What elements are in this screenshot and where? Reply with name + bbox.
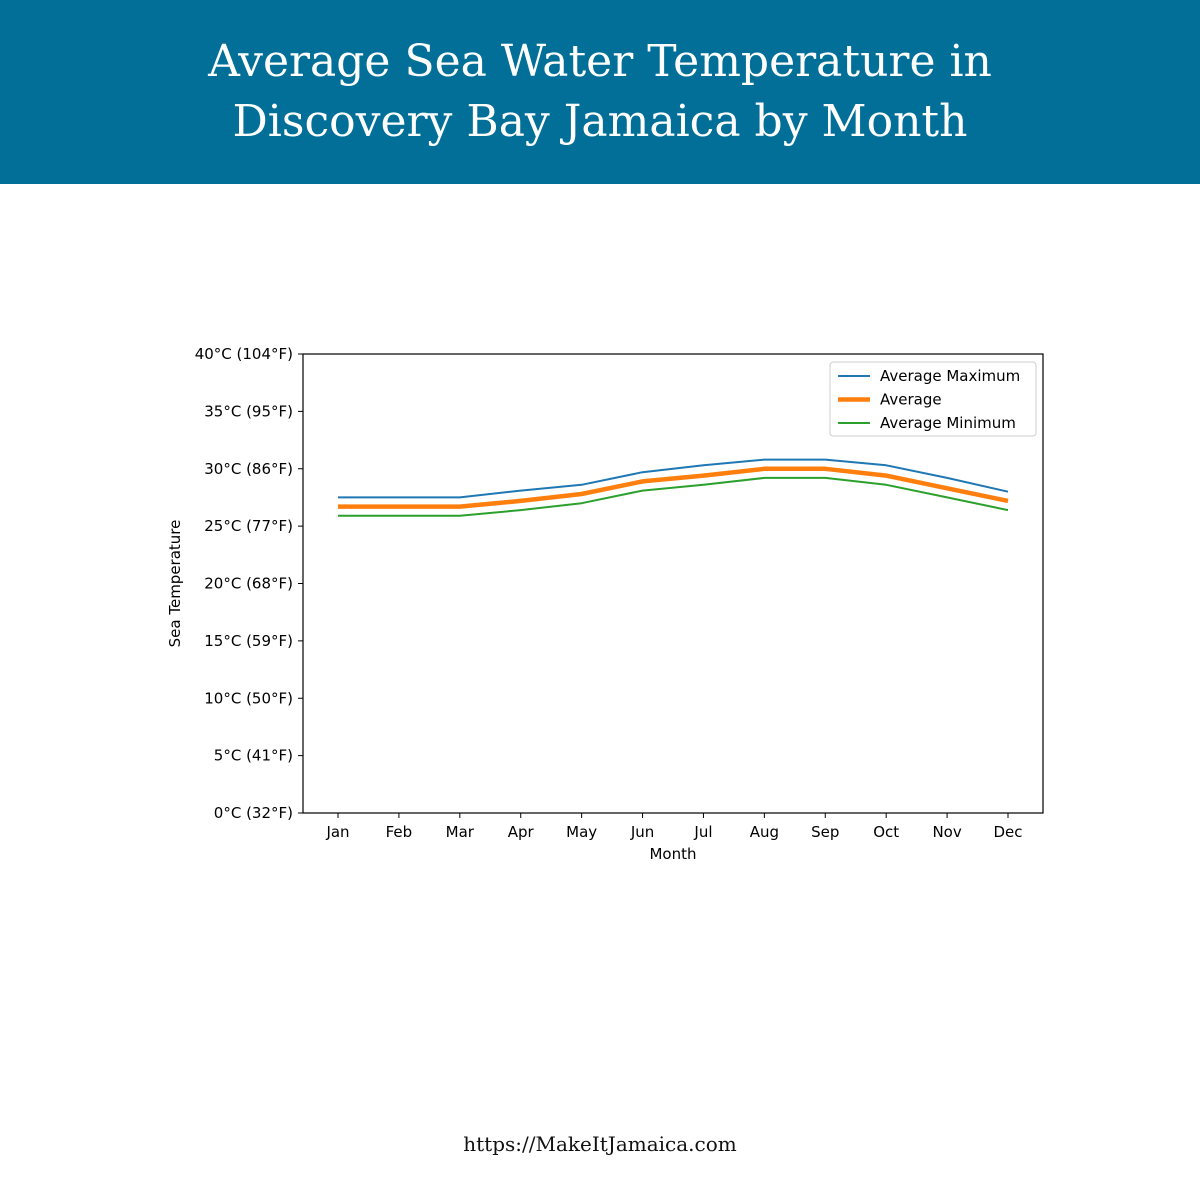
header-banner: Average Sea Water Temperature in Discove… (0, 0, 1200, 184)
legend-entry: Average Minimum (880, 414, 1016, 432)
legend-box (829, 361, 1037, 437)
y-axis-label: Sea Temperature (166, 520, 184, 648)
x-tick-label: Jun (630, 823, 654, 841)
x-axis-label: Month (649, 845, 696, 863)
y-tick-label: 20°C (68°F) (204, 575, 293, 593)
y-tick-label: 30°C (86°F) (204, 460, 293, 478)
y-tick-label: 40°C (104°F) (195, 345, 293, 363)
chart-container: 0°C (32°F) 5°C (41°F) 10°C (50°F) 15°C (59°… (150, 320, 1070, 880)
y-tick-label: 35°C (95°F) (204, 402, 293, 420)
x-tick-label: Jan (325, 823, 349, 841)
legend-entry: Average (880, 391, 942, 409)
x-tick-label: Apr (508, 823, 535, 841)
series-line-average-maximum (338, 458, 1009, 499)
x-tick-label: May (566, 823, 597, 841)
y-tick-label: 10°C (50°F) (204, 689, 293, 707)
temperature-line-chart: 0°C (32°F) 5°C (41°F) 10°C (50°F) 15°C (59°… (166, 345, 1044, 863)
x-tick-label: Nov (932, 823, 961, 841)
legend-entry: Average Maximum (880, 367, 1020, 385)
x-tick-label: Sep (811, 823, 839, 841)
series-line-average (338, 466, 1009, 509)
x-tick-label: Feb (386, 823, 413, 841)
series-line-average-minimum (338, 476, 1009, 517)
y-tick-label: 0°C (32°F) (214, 804, 293, 822)
y-tick-label: 5°C (41°F) (214, 747, 293, 765)
x-tick-label: Oct (873, 823, 899, 841)
y-tick-label: 25°C (77°F) (204, 517, 293, 535)
x-tick-label: Dec (993, 823, 1022, 841)
x-tick-label: Jul (693, 823, 712, 841)
y-tick-label: 15°C (59°F) (204, 632, 293, 650)
x-tick-label: Mar (446, 823, 475, 841)
footer-url: https://MakeItJamaica.com (463, 1132, 737, 1156)
page-title-line-2: Discovery Bay Jamaica by Month (232, 96, 968, 147)
x-tick-label: Aug (750, 823, 779, 841)
page-title-line-1: Average Sea Water Temperature in (208, 36, 992, 87)
